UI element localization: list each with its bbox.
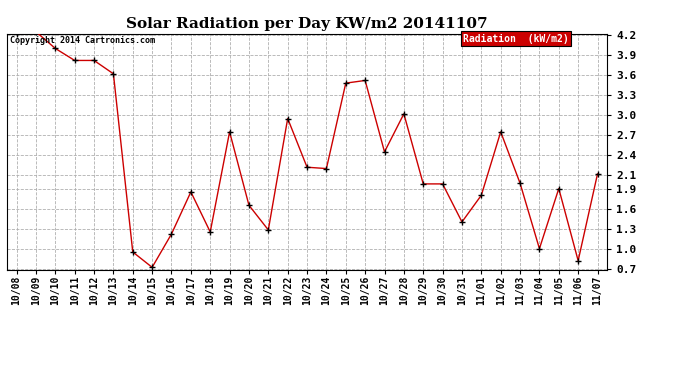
Title: Solar Radiation per Day KW/m2 20141107: Solar Radiation per Day KW/m2 20141107 — [126, 17, 488, 31]
Text: Copyright 2014 Cartronics.com: Copyright 2014 Cartronics.com — [10, 36, 155, 45]
Text: Radiation  (kW/m2): Radiation (kW/m2) — [463, 34, 569, 44]
